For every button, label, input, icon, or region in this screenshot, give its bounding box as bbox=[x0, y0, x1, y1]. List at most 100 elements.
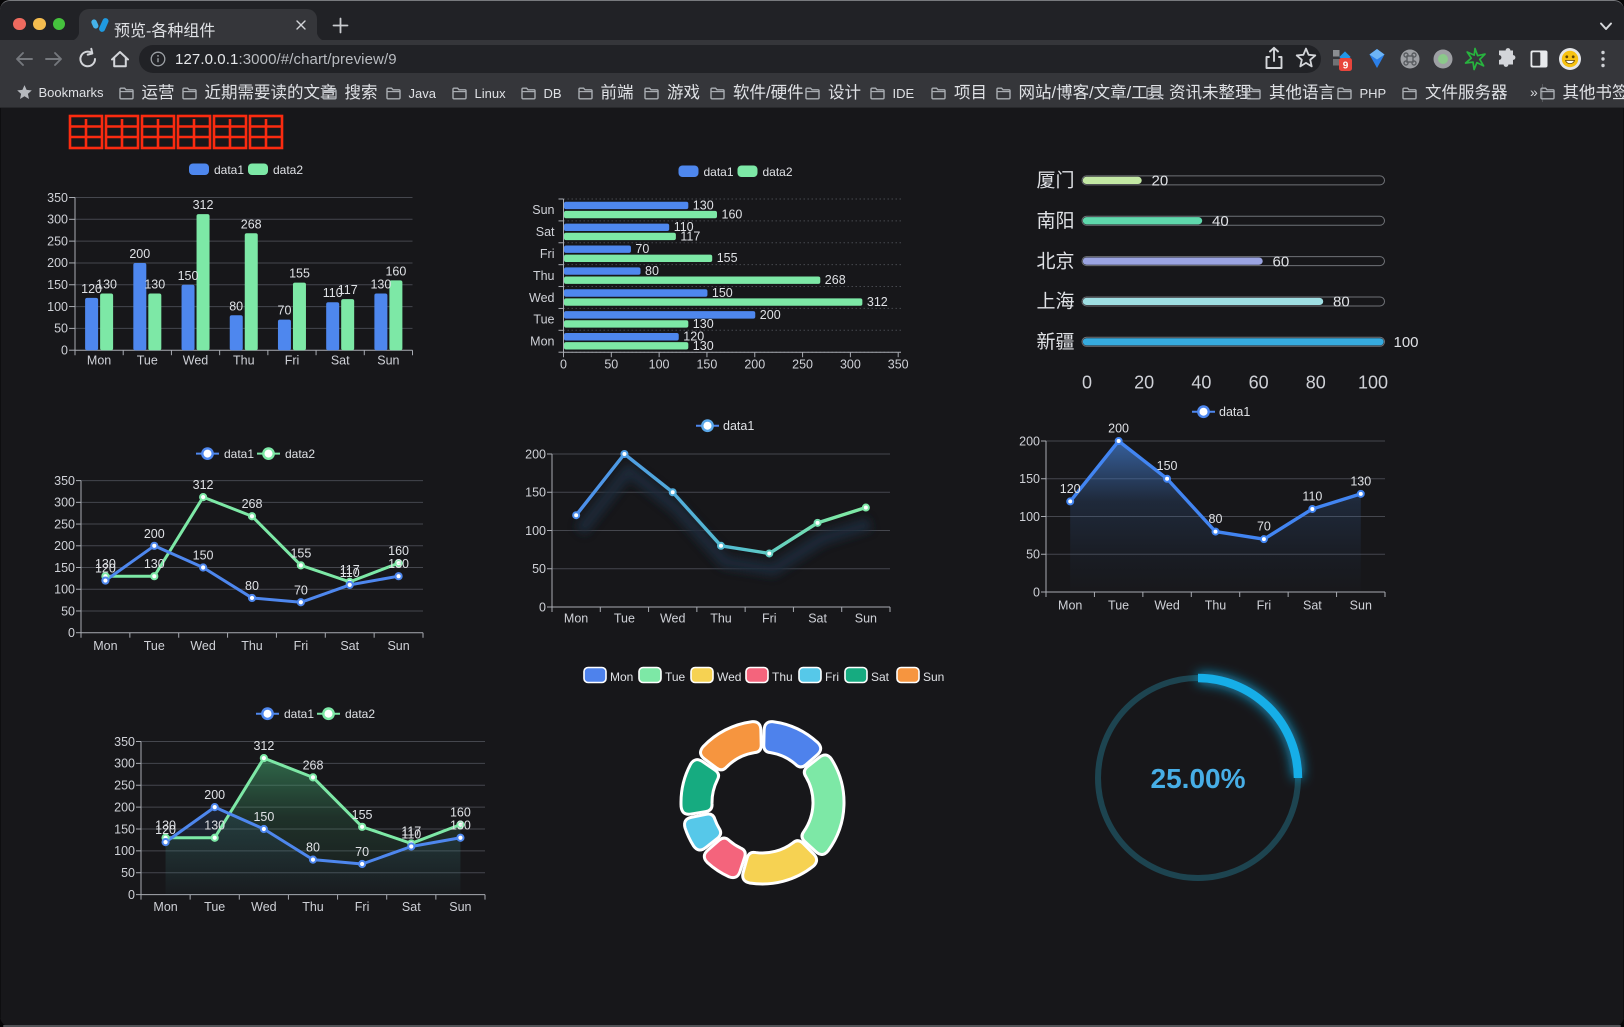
svg-text:312: 312 bbox=[253, 739, 274, 753]
svg-text:350: 350 bbox=[888, 358, 909, 372]
svg-text:0: 0 bbox=[560, 358, 567, 372]
svg-text:厦门: 厦门 bbox=[1036, 170, 1074, 192]
svg-text:130: 130 bbox=[1350, 474, 1371, 488]
svg-text:Mon: Mon bbox=[93, 639, 117, 653]
svg-text:200: 200 bbox=[744, 358, 765, 372]
svg-text:130: 130 bbox=[693, 339, 714, 353]
svg-text:0: 0 bbox=[1082, 373, 1092, 393]
svg-text:150: 150 bbox=[253, 810, 274, 824]
svg-text:268: 268 bbox=[241, 217, 262, 231]
svg-text:110: 110 bbox=[674, 220, 694, 234]
svg-text:Thu: Thu bbox=[241, 639, 263, 653]
svg-text:70: 70 bbox=[278, 304, 292, 318]
svg-text:Mon: Mon bbox=[530, 335, 554, 349]
svg-text:100: 100 bbox=[525, 524, 546, 538]
svg-text:268: 268 bbox=[825, 273, 846, 287]
svg-text:data1: data1 bbox=[214, 163, 244, 177]
svg-text:Fri: Fri bbox=[285, 354, 300, 368]
svg-text:160: 160 bbox=[450, 806, 471, 820]
svg-text:120: 120 bbox=[1060, 482, 1081, 496]
svg-text:150: 150 bbox=[1019, 472, 1040, 486]
svg-text:150: 150 bbox=[696, 358, 717, 372]
svg-text:data1: data1 bbox=[284, 707, 314, 721]
svg-text:Mon: Mon bbox=[610, 670, 633, 684]
svg-text:data1: data1 bbox=[704, 165, 734, 179]
svg-text:9: 9 bbox=[1343, 60, 1349, 71]
svg-text:0: 0 bbox=[68, 626, 75, 640]
svg-text:70: 70 bbox=[355, 845, 369, 859]
svg-text:117: 117 bbox=[338, 283, 358, 297]
svg-text:150: 150 bbox=[712, 286, 733, 300]
svg-text:Sun: Sun bbox=[387, 639, 409, 653]
svg-text:Mon: Mon bbox=[87, 354, 111, 368]
svg-text:Tue: Tue bbox=[204, 900, 225, 914]
svg-text:80: 80 bbox=[645, 264, 659, 278]
svg-text:20: 20 bbox=[1134, 373, 1154, 393]
svg-text:130: 130 bbox=[96, 278, 117, 292]
svg-text:data1: data1 bbox=[224, 447, 254, 461]
svg-text:Wed: Wed bbox=[183, 354, 209, 368]
svg-text:200: 200 bbox=[54, 539, 75, 553]
svg-text:Sat: Sat bbox=[1303, 598, 1322, 612]
svg-text:117: 117 bbox=[680, 229, 700, 243]
svg-text:50: 50 bbox=[121, 866, 135, 880]
svg-text:Fri: Fri bbox=[540, 247, 555, 261]
svg-text:300: 300 bbox=[840, 358, 861, 372]
svg-text:Tue: Tue bbox=[1108, 598, 1129, 612]
svg-text:50: 50 bbox=[604, 358, 618, 372]
svg-text:80: 80 bbox=[1333, 294, 1350, 311]
svg-text:150: 150 bbox=[54, 561, 75, 575]
svg-text:Wed: Wed bbox=[1154, 598, 1180, 612]
svg-text:200: 200 bbox=[114, 800, 135, 814]
svg-text:200: 200 bbox=[1019, 434, 1040, 448]
svg-text:0: 0 bbox=[539, 600, 546, 614]
svg-text:Thu: Thu bbox=[772, 670, 793, 684]
svg-text:130: 130 bbox=[95, 557, 116, 571]
svg-text:data2: data2 bbox=[273, 163, 303, 177]
svg-text:100: 100 bbox=[114, 844, 135, 858]
svg-text:20: 20 bbox=[1152, 173, 1169, 190]
svg-text:Sun: Sun bbox=[532, 203, 554, 217]
svg-text:200: 200 bbox=[144, 527, 165, 541]
svg-text:100: 100 bbox=[1394, 334, 1419, 351]
svg-text:130: 130 bbox=[370, 278, 391, 292]
svg-text:Sat: Sat bbox=[331, 354, 350, 368]
svg-text:150: 150 bbox=[193, 549, 214, 563]
svg-text:Thu: Thu bbox=[233, 354, 255, 368]
svg-text:130: 130 bbox=[693, 317, 714, 331]
svg-text:100: 100 bbox=[1019, 510, 1040, 524]
svg-text:268: 268 bbox=[303, 758, 324, 772]
svg-text:40: 40 bbox=[1191, 373, 1211, 393]
svg-text:Thu: Thu bbox=[533, 269, 555, 283]
svg-text:data2: data2 bbox=[763, 165, 793, 179]
svg-text:150: 150 bbox=[525, 486, 546, 500]
svg-text:130: 130 bbox=[388, 557, 409, 571]
svg-text:130: 130 bbox=[693, 198, 714, 212]
svg-text:160: 160 bbox=[722, 207, 743, 221]
svg-text:Sat: Sat bbox=[536, 225, 555, 239]
svg-text:130: 130 bbox=[204, 819, 225, 833]
svg-text:80: 80 bbox=[306, 841, 320, 855]
svg-text:100: 100 bbox=[649, 358, 670, 372]
svg-text:60: 60 bbox=[1249, 373, 1269, 393]
svg-text:Tue: Tue bbox=[137, 354, 158, 368]
svg-text:120: 120 bbox=[81, 282, 102, 296]
svg-text:130: 130 bbox=[144, 557, 165, 571]
svg-text:110: 110 bbox=[340, 566, 360, 580]
svg-text:data1: data1 bbox=[1219, 405, 1250, 419]
svg-text:Sun: Sun bbox=[855, 611, 877, 625]
svg-text:南阳: 南阳 bbox=[1036, 210, 1074, 232]
svg-text:Sun: Sun bbox=[377, 354, 399, 368]
svg-text:Fri: Fri bbox=[1257, 598, 1272, 612]
svg-text:Thu: Thu bbox=[710, 611, 732, 625]
svg-text:Fri: Fri bbox=[355, 900, 370, 914]
svg-text:data2: data2 bbox=[345, 707, 375, 721]
svg-text:110: 110 bbox=[323, 286, 343, 300]
svg-text:312: 312 bbox=[193, 478, 214, 492]
svg-text:50: 50 bbox=[1026, 548, 1040, 562]
svg-text:200: 200 bbox=[1108, 422, 1129, 436]
svg-text:0: 0 bbox=[128, 888, 135, 902]
svg-text:160: 160 bbox=[385, 264, 406, 278]
svg-text:100: 100 bbox=[47, 300, 68, 314]
svg-text:120: 120 bbox=[95, 562, 116, 576]
